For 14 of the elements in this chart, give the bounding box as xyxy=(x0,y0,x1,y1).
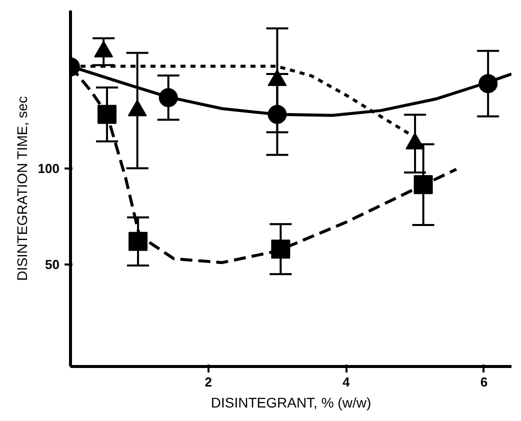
y-axis-title: DISINTEGRATION TIME, sec xyxy=(14,96,30,281)
point xyxy=(128,232,148,251)
point xyxy=(158,88,178,108)
x-tick-label: 6 xyxy=(480,374,488,390)
point xyxy=(271,240,290,259)
point xyxy=(414,175,433,194)
y-tick-label: 100 xyxy=(38,160,60,176)
x-axis-title: DISINTEGRANT, % (w/w) xyxy=(210,394,372,410)
point xyxy=(98,104,117,124)
x-tick-label: 2 xyxy=(204,374,212,390)
point xyxy=(478,74,498,94)
y-tick-label: 50 xyxy=(45,257,60,272)
x-tick-label: 4 xyxy=(342,374,351,390)
point xyxy=(268,104,287,124)
